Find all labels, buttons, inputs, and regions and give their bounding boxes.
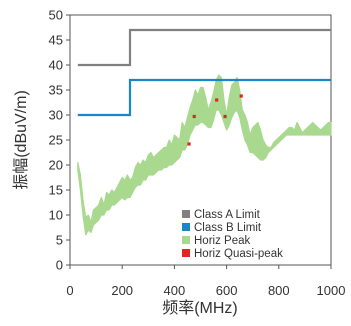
y-tick-label: 10 <box>49 208 63 223</box>
y-tick-label: 20 <box>49 158 63 173</box>
plot-frame <box>69 14 332 266</box>
y-tick-label: 40 <box>49 58 63 73</box>
y-tick-label: 25 <box>49 133 63 148</box>
legend-swatch-class-a-limit <box>182 210 190 218</box>
legend-swatch-horiz-peak <box>182 236 190 244</box>
x-tick-label: 400 <box>164 283 186 298</box>
y-tick-label: 5 <box>56 233 63 248</box>
plot-area <box>69 14 332 266</box>
series-horiz-peak <box>77 74 332 236</box>
legend-label-horiz-peak: Horiz Peak <box>194 235 250 247</box>
x-tick-label: 1000 <box>317 283 346 298</box>
series-horiz-quasi-peak-point <box>223 114 227 119</box>
series-horiz-quasi-peak-point <box>192 114 196 119</box>
legend-label-horiz-quasi-peak: Horiz Quasi-peak <box>194 248 283 260</box>
y-tick-label: 45 <box>49 33 63 48</box>
series-horiz-quasi-peak-point <box>215 98 219 102</box>
x-tick-label: 600 <box>216 283 238 298</box>
series-horiz-quasi-peak-point <box>187 142 191 146</box>
y-tick-label: 15 <box>49 183 63 198</box>
y-tick-label: 30 <box>49 108 63 123</box>
series-layer <box>77 28 332 236</box>
y-axis-ticks: 0 5 10 15 20 25 30 35 40 45 50 <box>49 8 70 273</box>
y-tick-label: 50 <box>49 8 63 23</box>
legend-label-class-a-limit: Class A Limit <box>194 209 261 221</box>
x-tick-label: 0 <box>66 283 73 298</box>
legend-swatch-horiz-quasi-peak <box>182 249 190 257</box>
legend-swatch-class-b-limit <box>182 223 190 231</box>
y-tick-label: 35 <box>49 83 63 98</box>
series-class-a-limit <box>77 28 331 67</box>
series-horiz-quasi-peak-point <box>239 94 243 98</box>
y-axis-title: 振幅(dBuV/m) <box>12 90 30 190</box>
legend-label-class-b-limit: Class B Limit <box>194 222 262 234</box>
x-axis-title: 频率(MHz) <box>162 299 238 317</box>
x-tick-label: 200 <box>111 283 133 298</box>
y-tick-label: 0 <box>56 258 63 273</box>
series-class-b-limit <box>77 78 331 117</box>
x-tick-label: 800 <box>268 283 290 298</box>
x-axis-ticks: 0 200 400 600 800 1000 <box>66 265 345 298</box>
